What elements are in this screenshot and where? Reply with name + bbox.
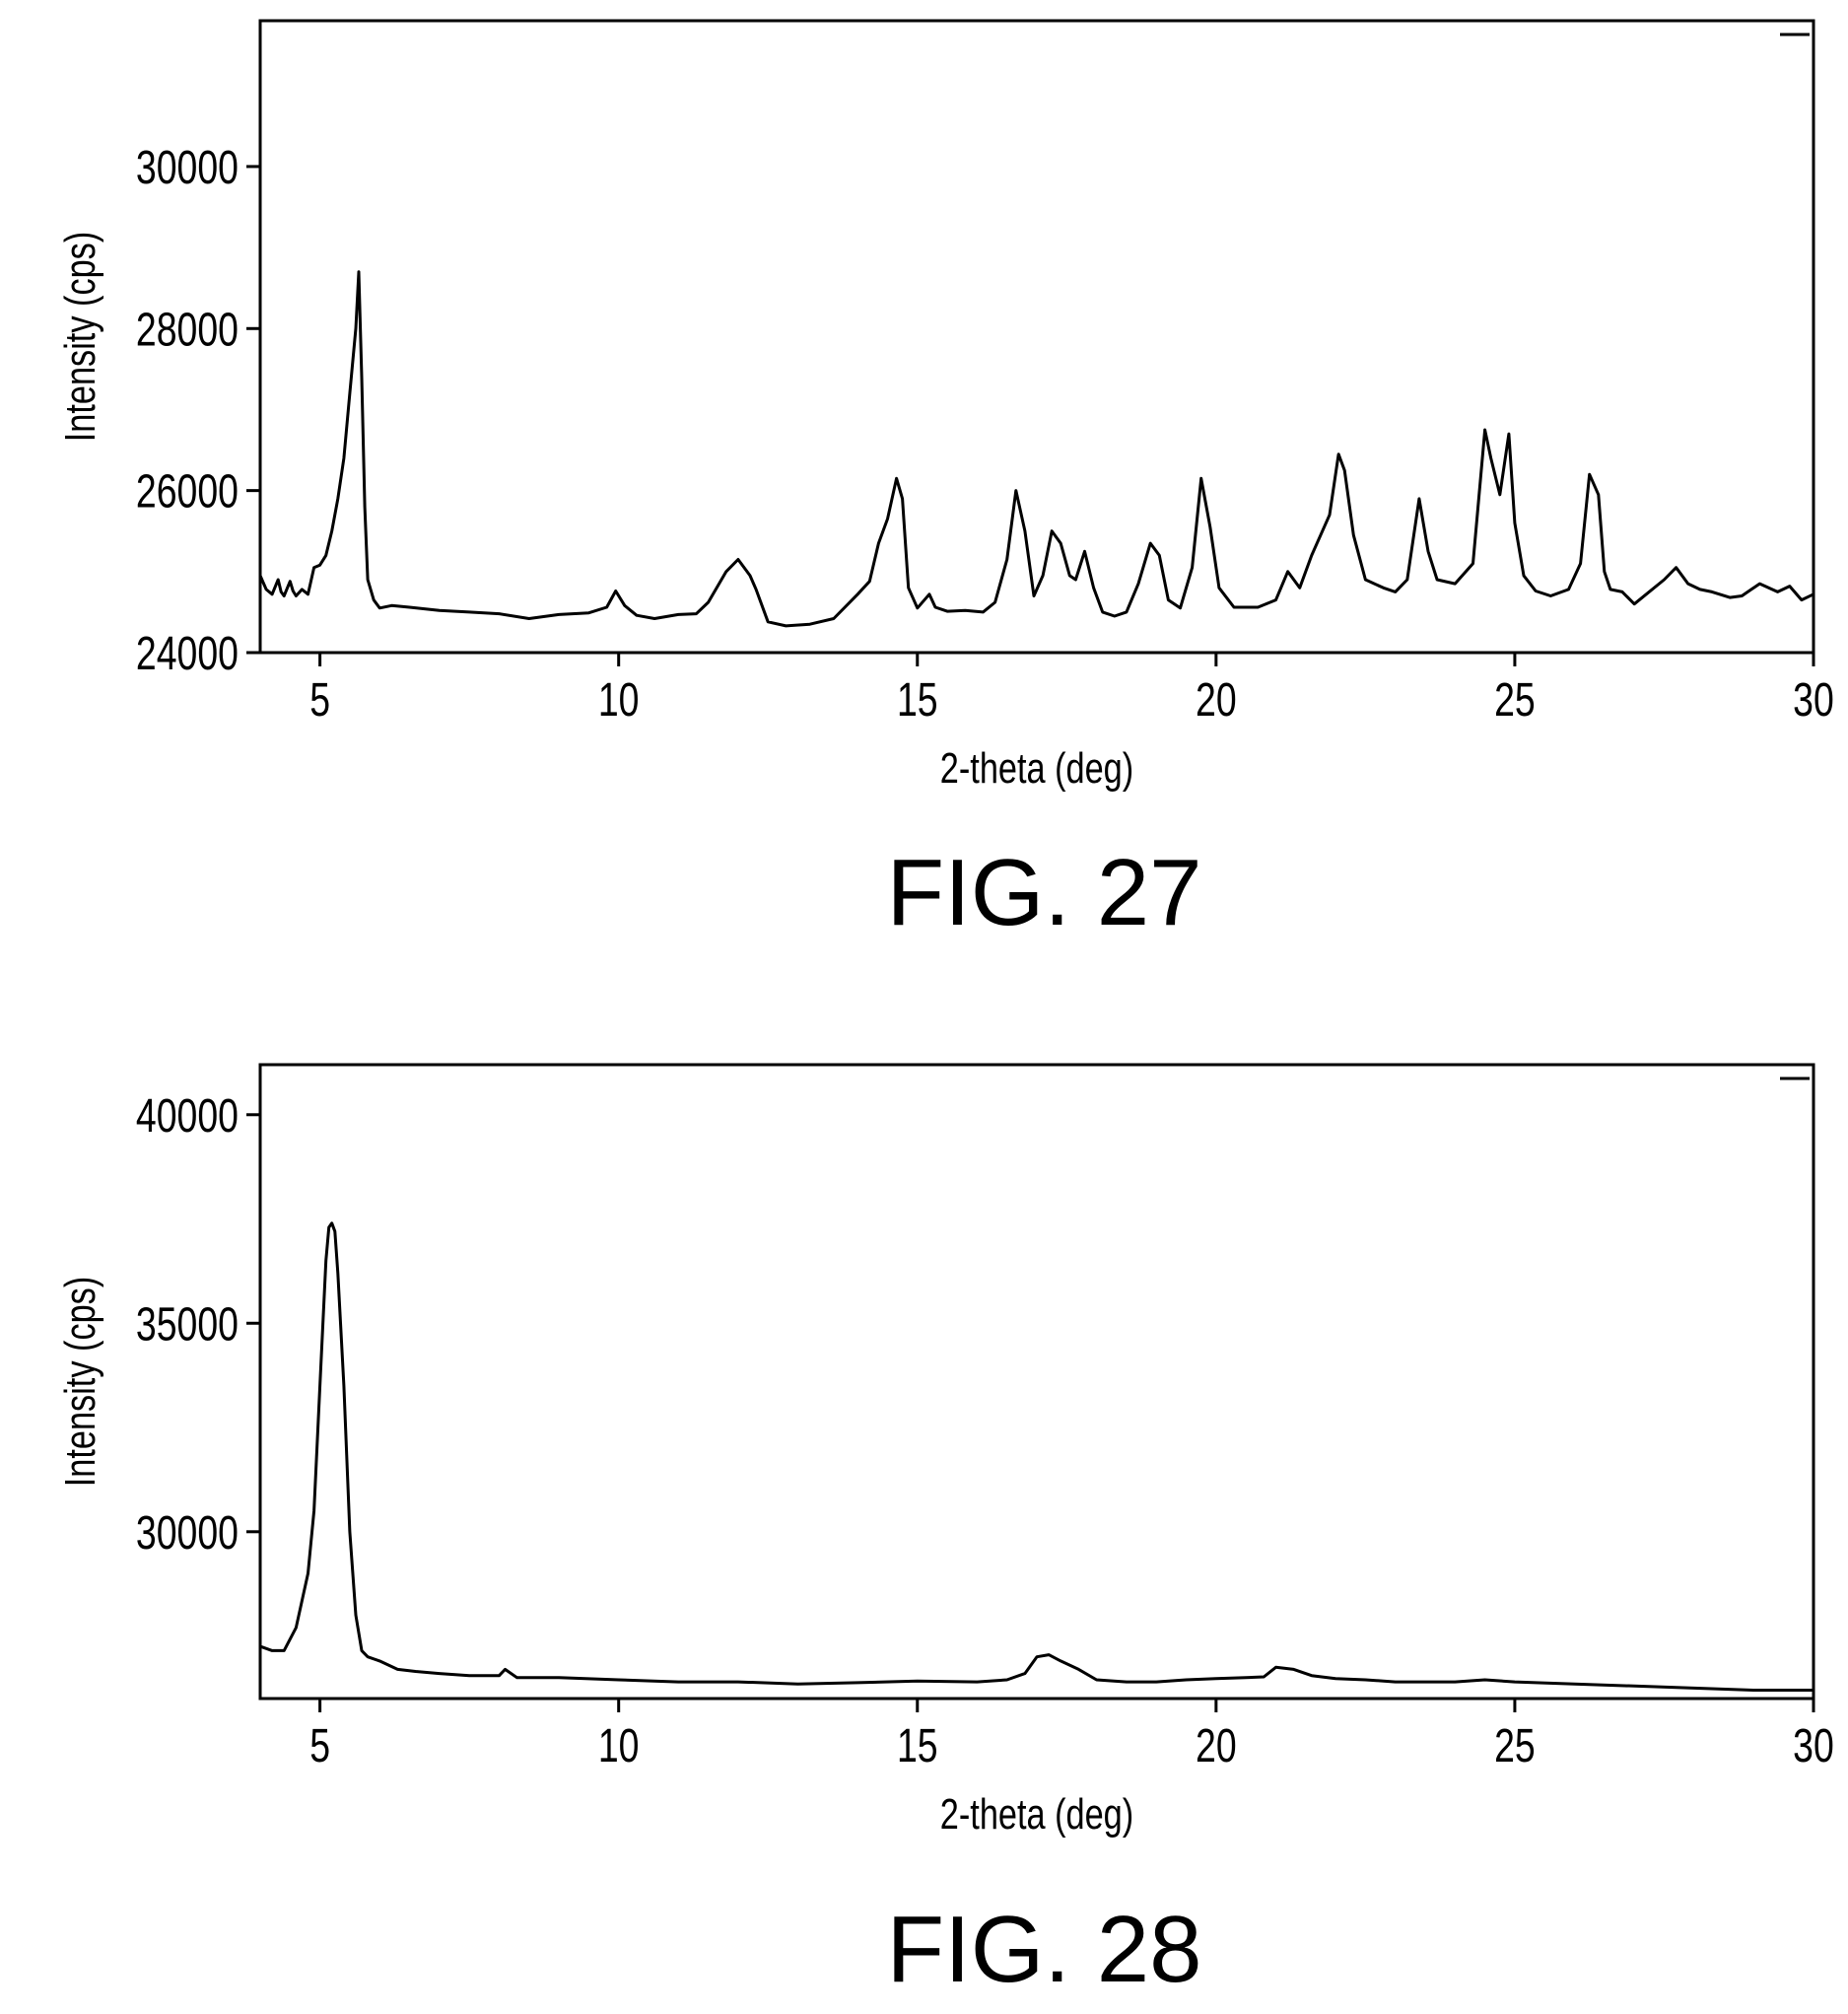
x-tick-label: 15 (897, 1720, 938, 1773)
x-axis-label: 2-theta (deg) (940, 1790, 1133, 1839)
x-tick-label: 10 (598, 674, 640, 728)
x-tick-label: 30 (1793, 1720, 1834, 1773)
plot-frame (258, 19, 1815, 655)
y-tick-label: 28000 (136, 304, 239, 357)
x-tick-label: 20 (1196, 1720, 1237, 1773)
x-tick-label: 25 (1494, 1720, 1536, 1773)
y-tick-label: 26000 (136, 465, 239, 519)
figure-28: 5 10 15 20 25 30 30000 35000 40000 2-theta (deg) I… (0, 996, 1848, 2014)
x-tick-label: 5 (309, 1720, 330, 1773)
x-tick-label: 25 (1494, 674, 1536, 728)
y-tick-label: 40000 (136, 1089, 239, 1143)
y-tick-label: 30000 (136, 142, 239, 195)
figure-27: 5 10 15 20 25 30 24000 26000 28000 30000 2-theta (… (0, 0, 1848, 996)
y-tick-label: 30000 (136, 1506, 239, 1560)
y-tick-label: 24000 (136, 628, 239, 681)
series-line (258, 270, 1814, 628)
xrd-chart-fig28: 5 10 15 20 25 30 30000 35000 40000 2-theta (deg) I… (56, 1063, 1834, 1839)
x-tick-label: 10 (598, 1720, 640, 1773)
plot-frame (258, 1063, 1815, 1701)
x-tick-label: 15 (897, 674, 938, 728)
figure-caption: FIG. 27 (886, 840, 1202, 945)
x-tick-label: 5 (309, 674, 330, 728)
x-tick-label: 20 (1196, 674, 1237, 728)
figure-caption: FIG. 28 (886, 1897, 1202, 2002)
xrd-chart-fig27: 5 10 15 20 25 30 24000 26000 28000 30000 2-theta (… (56, 19, 1834, 793)
y-axis-label: Intensity (cps) (56, 232, 104, 443)
y-tick-label: 35000 (136, 1298, 239, 1352)
y-axis-label: Intensity (cps) (56, 1277, 104, 1488)
x-tick-label: 30 (1793, 674, 1834, 728)
series-line (259, 1221, 1814, 1692)
x-axis-label: 2-theta (deg) (940, 744, 1133, 793)
